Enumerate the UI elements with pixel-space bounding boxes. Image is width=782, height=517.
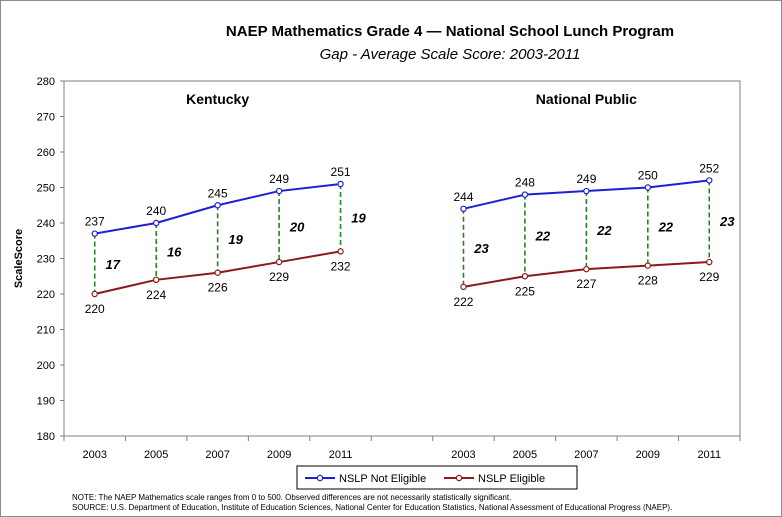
panel-title: Kentucky xyxy=(186,91,249,107)
data-label-not-eligible: 249 xyxy=(269,172,289,186)
chart-title: NAEP Mathematics Grade 4 — National Scho… xyxy=(226,23,674,40)
data-label-not-eligible: 248 xyxy=(515,176,535,190)
gap-label: 19 xyxy=(228,232,243,247)
x-tick-label: 2011 xyxy=(329,449,353,461)
chart-subtitle: Gap - Average Scale Score: 2003-2011 xyxy=(320,46,581,63)
gap-label: 16 xyxy=(167,244,182,259)
y-tick-label: 190 xyxy=(37,396,55,408)
data-point-not-eligible xyxy=(644,184,652,191)
x-tick-label: 2007 xyxy=(574,449,598,461)
data-label-eligible: 225 xyxy=(515,284,535,298)
x-tick-label: 2009 xyxy=(636,449,660,461)
data-point-not-eligible xyxy=(214,202,221,209)
data-point-eligible xyxy=(644,262,652,269)
y-tick-label: 210 xyxy=(37,325,55,337)
data-label-eligible: 229 xyxy=(269,270,289,284)
y-tick-label: 230 xyxy=(37,254,55,266)
data-point-eligible xyxy=(275,258,283,266)
y-tick-label: 180 xyxy=(37,431,55,443)
data-point-eligible xyxy=(706,258,713,266)
data-point-not-eligible xyxy=(337,180,344,188)
x-tick-label: 2003 xyxy=(451,449,475,461)
data-point-eligible xyxy=(337,248,344,255)
legend-item-not-eligible-marker xyxy=(316,474,324,482)
y-tick-label: 260 xyxy=(37,147,55,159)
y-axis-label: ScaleScore xyxy=(13,229,25,288)
x-tick-label: 2011 xyxy=(697,449,721,461)
data-label-not-eligible: 237 xyxy=(85,215,105,229)
gap-label: 19 xyxy=(351,211,366,226)
gap-label: 20 xyxy=(289,220,305,235)
data-label-not-eligible: 245 xyxy=(208,186,228,200)
data-label-not-eligible: 249 xyxy=(576,172,596,186)
y-tick-label: 250 xyxy=(37,183,55,195)
x-tick-label: 2005 xyxy=(144,449,168,461)
data-label-eligible: 224 xyxy=(146,288,166,302)
gap-label: 22 xyxy=(535,228,551,243)
y-tick-label: 280 xyxy=(37,76,55,88)
data-label-eligible: 229 xyxy=(699,270,719,284)
footnote-note: NOTE: The NAEP Mathematics scale ranges … xyxy=(72,493,512,502)
data-label-not-eligible: 251 xyxy=(331,165,351,179)
data-label-eligible: 222 xyxy=(453,295,473,309)
data-point-eligible xyxy=(152,276,160,283)
gap-label: 23 xyxy=(473,241,489,256)
data-point-not-eligible xyxy=(583,187,590,195)
gap-label: 22 xyxy=(596,223,612,238)
data-point-not-eligible xyxy=(521,191,529,198)
data-label-eligible: 226 xyxy=(208,281,228,295)
data-label-not-eligible: 250 xyxy=(638,169,658,183)
data-point-not-eligible xyxy=(706,177,713,184)
legend-item-eligible-label: NSLP Eligible xyxy=(478,473,545,485)
data-label-not-eligible: 240 xyxy=(146,204,166,218)
data-point-not-eligible xyxy=(91,230,98,237)
plot-area xyxy=(63,80,741,437)
legend xyxy=(296,465,578,490)
footnote-source: SOURCE: U.S. Department of Education, In… xyxy=(72,503,673,512)
y-tick-label: 220 xyxy=(37,289,55,301)
y-tick-label: 200 xyxy=(37,360,55,372)
data-point-eligible xyxy=(583,265,590,273)
data-point-eligible xyxy=(460,283,467,291)
y-tick-label: 270 xyxy=(37,112,55,124)
data-label-eligible: 228 xyxy=(638,274,658,288)
x-tick-label: 2009 xyxy=(267,449,291,461)
x-tick-label: 2007 xyxy=(205,449,229,461)
data-point-eligible xyxy=(521,273,529,280)
data-point-not-eligible xyxy=(460,205,467,212)
legend-item-not-eligible-label: NSLP Not Eligible xyxy=(339,473,426,485)
gap-label: 23 xyxy=(719,214,735,229)
data-label-eligible: 232 xyxy=(331,259,351,273)
gap-label: 22 xyxy=(658,220,674,235)
legend-item-eligible-marker xyxy=(455,474,463,482)
data-label-eligible: 220 xyxy=(85,302,105,316)
gap-label: 17 xyxy=(105,257,120,272)
x-tick-label: 2003 xyxy=(82,449,106,461)
data-label-not-eligible: 244 xyxy=(453,190,473,204)
data-label-not-eligible: 252 xyxy=(699,161,719,175)
x-tick-label: 2005 xyxy=(513,449,537,461)
data-point-eligible xyxy=(214,269,221,276)
data-point-not-eligible xyxy=(152,219,160,227)
data-label-eligible: 227 xyxy=(576,277,596,291)
data-point-eligible xyxy=(91,290,98,298)
y-tick-label: 240 xyxy=(37,218,55,230)
panel-title: National Public xyxy=(536,91,637,107)
data-point-not-eligible xyxy=(275,187,283,195)
